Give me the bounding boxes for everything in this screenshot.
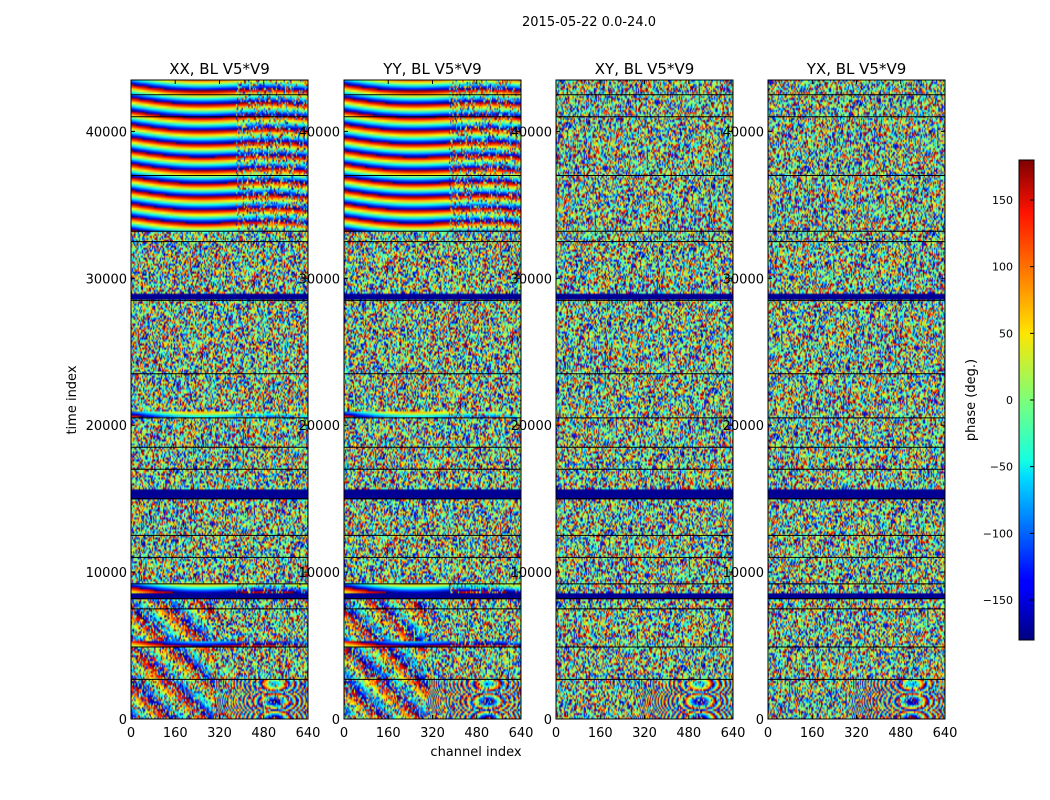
x-tick-label: 160 [163,726,188,741]
colorbar-tick-label: −150 [983,594,1013,607]
y-tick-label: 0 [544,713,552,728]
x-tick-label: 480 [464,726,489,741]
y-tick-label: 10000 [299,566,340,581]
colorbar-tick-label: 0 [1006,394,1013,407]
panels-layer: XX, BL V5*V9 0 160 320 480 640 0 10000 20000 3000… [86,60,958,741]
y-tick-label: 0 [756,713,764,728]
x-tick-label: 320 [420,726,445,741]
panel-xy: XY, BL V5*V9 0 160 320 480 640 0 10000 20000 3000… [511,60,746,741]
colorbar-label: phase (deg.) [964,359,979,441]
x-tick-label: 320 [207,726,232,741]
y-tick-label: 10000 [511,566,552,581]
x-tick-label: 640 [296,726,321,741]
x-tick-label: 160 [376,726,401,741]
y-tick-label: 40000 [86,125,127,140]
panel-title: XX, BL V5*V9 [169,60,270,78]
x-tick-label: 0 [764,726,772,741]
y-tick-label: 0 [332,713,340,728]
y-tick-label: 20000 [723,419,764,434]
x-tick-label: 480 [888,726,913,741]
y-tick-label: 30000 [723,272,764,287]
phase-heatmap-yx [768,80,945,719]
y-tick-label: 10000 [86,566,127,581]
y-tick-label: 10000 [723,566,764,581]
panel-yx: YX, BL V5*V9 0 160 320 480 640 0 10000 20000 3000… [723,60,958,741]
phase-heatmap-xy [556,80,733,719]
y-tick-label: 40000 [511,125,552,140]
x-tick-label: 320 [632,726,657,741]
phase-heatmap-xx [131,80,308,719]
x-tick-label: 160 [588,726,613,741]
panel-title: YY, BL V5*V9 [382,60,481,78]
y-axis-label: time index [65,365,80,434]
x-tick-label: 160 [800,726,825,741]
panel-xx: XX, BL V5*V9 0 160 320 480 640 0 10000 20000 3000… [86,60,321,741]
panel-title: XY, BL V5*V9 [595,60,695,78]
colorbar-tick-label: 50 [999,327,1013,340]
y-tick-label: 30000 [86,272,127,287]
y-tick-label: 40000 [723,125,764,140]
panel-title: YX, BL V5*V9 [806,60,907,78]
y-tick-label: 40000 [299,125,340,140]
x-axis-label: channel index [430,745,521,760]
colorbar-tick-label: 150 [992,194,1013,207]
colorbar: −150 −100 −50 0 50 100 150 phase (deg.) [964,159,1035,641]
colorbar-tick-label: −100 [983,527,1013,540]
figure-suptitle: 2015-05-22 0.0-24.0 [522,15,656,30]
colorbar-ticks: −150 −100 −50 0 50 100 150 [983,194,1034,607]
x-tick-label: 0 [127,726,135,741]
x-tick-label: 640 [509,726,534,741]
y-tick-label: 0 [119,713,127,728]
x-tick-label: 480 [676,726,701,741]
x-tick-label: 0 [552,726,560,741]
x-tick-label: 640 [933,726,958,741]
x-tick-label: 480 [251,726,276,741]
phase-heatmap-yy [344,80,521,719]
colorbar-tick-label: −50 [990,461,1013,474]
y-tick-label: 30000 [511,272,552,287]
y-tick-label: 20000 [86,419,127,434]
y-tick-label: 20000 [299,419,340,434]
x-tick-label: 0 [340,726,348,741]
colorbar-tick-label: 100 [992,261,1013,274]
y-tick-label: 20000 [511,419,552,434]
x-tick-label: 640 [721,726,746,741]
y-tick-label: 30000 [299,272,340,287]
x-tick-label: 320 [844,726,869,741]
panel-yy: YY, BL V5*V9 0 160 320 480 640 0 10000 20000 3000… [299,60,534,741]
